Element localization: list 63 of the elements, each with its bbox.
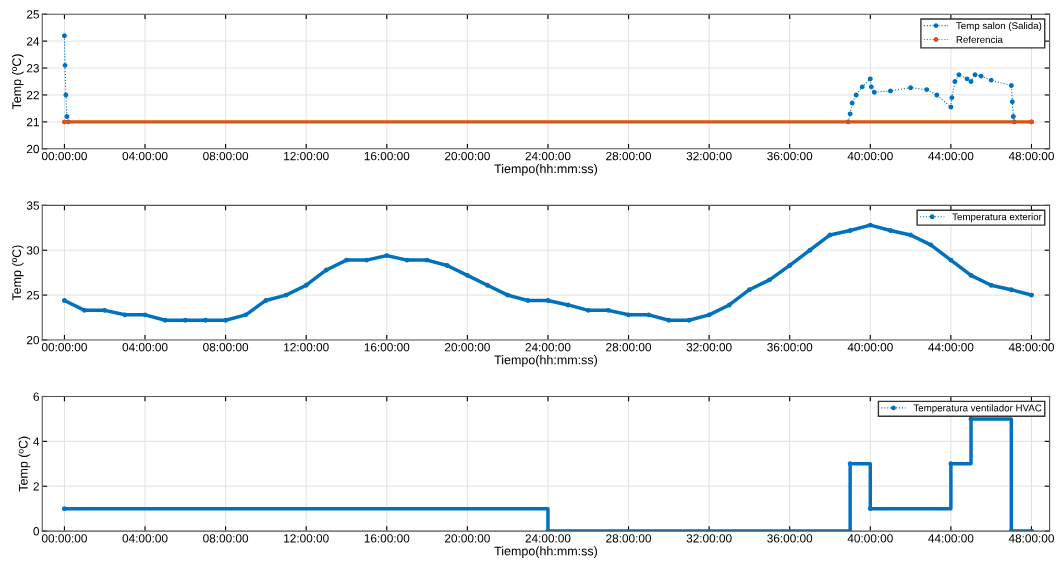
x-tick-label: 28:00:00: [606, 534, 652, 543]
y-tick-label: 2: [33, 482, 39, 491]
x-tick-label: 04:00:00: [122, 534, 168, 543]
y-tick-label: 4: [33, 437, 40, 446]
y-tick-label: 20: [26, 144, 40, 154]
y-tick-label: 22: [26, 91, 39, 100]
y-tick-label: 23: [26, 64, 39, 73]
x-tick-label: 00:00:00: [41, 534, 87, 543]
x-tick-label: 32:00:00: [686, 534, 732, 543]
x-tick-label: 48:00:00: [1008, 151, 1054, 161]
x-tick-label: 32:00:00: [686, 343, 732, 352]
y-tick-label: 0: [33, 527, 40, 536]
x-tick-label: 08:00:00: [203, 534, 249, 543]
x-tick-label: 12:00:00: [284, 151, 329, 161]
x-tick-label: 28:00:00: [606, 343, 652, 352]
x-tick-label: 16:00:00: [364, 151, 410, 161]
x-axis-title: Tiempo(hh:mm:ss): [494, 163, 598, 176]
x-tick-label: 44:00:00: [928, 343, 974, 352]
x-tick-label: 20:00:00: [444, 343, 490, 352]
x-tick-label: 40:00:00: [847, 343, 893, 352]
x-tick-label: 24:00:00: [525, 343, 571, 352]
legend-label: Temperatura exterior: [952, 213, 1042, 223]
y-axis-title: Temp (ºC): [11, 245, 24, 301]
x-tick-label: 48:00:00: [1008, 343, 1054, 352]
x-tick-label: 44:00:00: [928, 151, 974, 161]
x-tick-label: 40:00:00: [847, 534, 893, 543]
x-axis-title: Tiempo(hh:mm:ss): [494, 355, 598, 367]
y-tick-label: 20: [26, 335, 40, 345]
x-tick-label: 16:00:00: [364, 343, 410, 352]
x-tick-label: 20:00:00: [444, 534, 490, 543]
y-tick-label: 24: [26, 37, 40, 46]
y-axis-title: Temp (ºC): [18, 436, 31, 492]
y-axis-title: Temp (ºC): [11, 54, 24, 110]
x-tick-label: 36:00:00: [767, 534, 813, 543]
y-tick-label: 21: [26, 117, 39, 127]
x-tick-label: 16:00:00: [364, 534, 410, 543]
legend-label: Referencia: [956, 35, 1003, 44]
x-axis-title: Tiempo(hh:mm:ss): [494, 546, 598, 558]
x-tick-label: 36:00:00: [767, 151, 813, 161]
x-tick-label: 08:00:00: [203, 343, 249, 352]
legend-label: Temp salon (Salida): [956, 21, 1042, 32]
x-tick-label: 12:00:00: [284, 343, 329, 352]
x-tick-label: 12:00:00: [284, 534, 329, 543]
y-tick-label: 6: [33, 392, 39, 401]
x-tick-label: 36:00:00: [767, 343, 813, 352]
x-tick-label: 20:00:00: [444, 151, 490, 161]
y-tick-label: 30: [26, 246, 40, 255]
x-tick-label: 48:00:00: [1008, 534, 1054, 543]
x-tick-label: 28:00:00: [606, 151, 652, 161]
x-tick-label: 32:00:00: [686, 151, 732, 161]
y-tick-label: 25: [26, 10, 40, 19]
x-tick-label: 24:00:00: [525, 534, 571, 543]
y-tick-label: 35: [26, 201, 40, 210]
x-tick-label: 04:00:00: [122, 151, 168, 161]
x-tick-label: 44:00:00: [928, 534, 974, 543]
legend-label: Temperatura ventilador HVAC: [913, 404, 1042, 414]
x-tick-label: 00:00:00: [41, 343, 87, 352]
x-tick-label: 08:00:00: [203, 151, 249, 161]
x-tick-label: 04:00:00: [122, 343, 168, 352]
x-tick-label: 00:00:00: [41, 151, 87, 161]
x-tick-label: 24:00:00: [525, 151, 571, 161]
x-tick-label: 40:00:00: [847, 151, 893, 161]
y-tick-label: 25: [26, 291, 40, 300]
